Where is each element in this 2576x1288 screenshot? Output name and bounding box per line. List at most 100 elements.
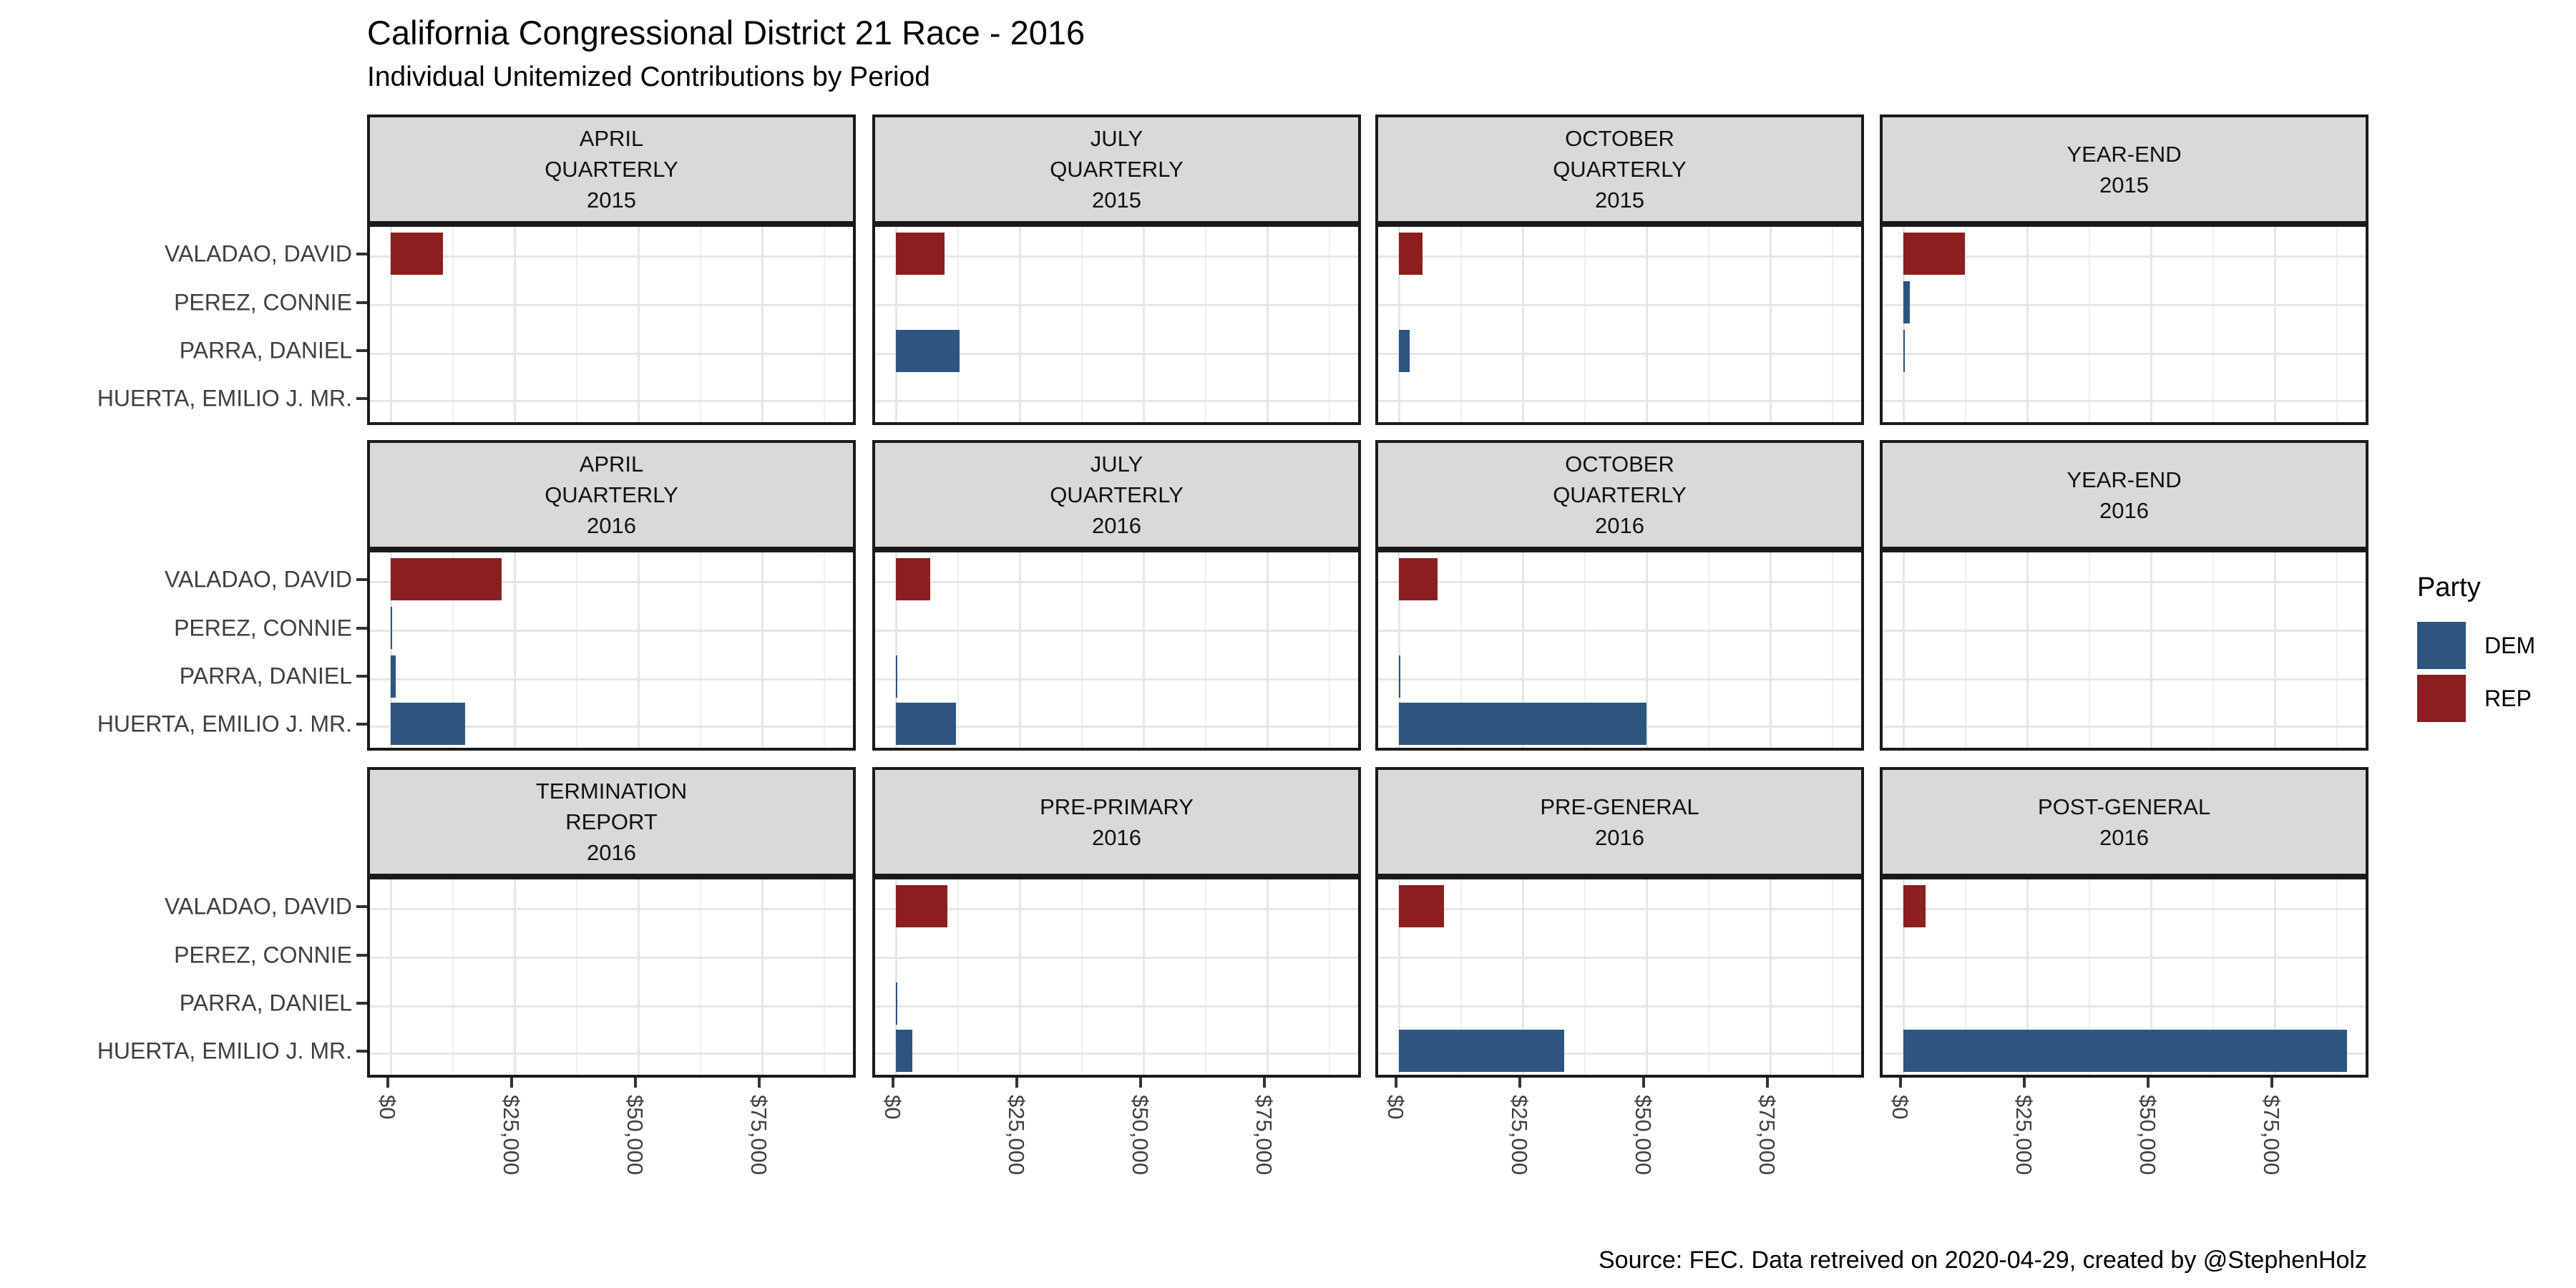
bar-parra bbox=[1903, 329, 1906, 372]
gridline-major-x bbox=[1769, 879, 1772, 1075]
gridline-major-x bbox=[2026, 552, 2029, 748]
gridline-major-x bbox=[637, 227, 640, 422]
bar-valadao bbox=[1903, 233, 1965, 275]
facet-panel bbox=[1880, 550, 2368, 751]
facet-panel bbox=[1880, 877, 2368, 1078]
y-axis-label: PEREZ, CONNIE bbox=[174, 942, 352, 968]
y-axis-label: PEREZ, CONNIE bbox=[174, 615, 352, 641]
x-axis-label: $0 bbox=[1888, 1095, 1913, 1120]
gridline-minor-x bbox=[2336, 552, 2338, 748]
gridline-minor-x bbox=[1584, 879, 1586, 1075]
gridline-major-x bbox=[894, 879, 897, 1075]
legend: Party DEM REP bbox=[2417, 572, 2535, 728]
gridline-major-x bbox=[513, 879, 516, 1075]
x-axis-tick bbox=[2147, 1078, 2150, 1088]
gridline-minor-x bbox=[823, 227, 825, 422]
facet-panel bbox=[1375, 877, 1864, 1078]
gridline-minor-x bbox=[699, 227, 701, 422]
gridline-minor-x bbox=[823, 552, 825, 748]
gridline-major-x bbox=[2026, 879, 2029, 1075]
x-axis-tick bbox=[758, 1078, 761, 1088]
gridline-y bbox=[875, 304, 1358, 307]
bar-valadao bbox=[896, 233, 945, 275]
y-axis-tick bbox=[356, 349, 367, 353]
y-axis-label: PARRA, DANIEL bbox=[179, 337, 352, 364]
gridline-y bbox=[875, 630, 1358, 633]
bar-valadao bbox=[391, 558, 502, 601]
x-axis-tick bbox=[510, 1078, 513, 1088]
gridline-minor-x bbox=[1080, 879, 1083, 1075]
facet-panel bbox=[872, 550, 1361, 751]
x-axis-label: $0 bbox=[375, 1095, 400, 1120]
gridline-minor-x bbox=[2088, 879, 2090, 1075]
gridline-major-x bbox=[1266, 227, 1269, 422]
bar-valadao bbox=[1399, 558, 1438, 601]
facet-panel bbox=[367, 224, 856, 425]
gridline-y bbox=[370, 678, 853, 680]
legend-label-dem: DEM bbox=[2484, 632, 2536, 658]
y-axis-tick bbox=[356, 953, 367, 957]
x-axis-label: $0 bbox=[1383, 1095, 1408, 1120]
gridline-y bbox=[1378, 678, 1861, 680]
bar-parra bbox=[1399, 329, 1410, 372]
x-axis-tick bbox=[634, 1078, 637, 1088]
gridline-minor-x bbox=[1964, 552, 1966, 748]
facet-panel bbox=[367, 550, 856, 751]
y-axis-label: VALADAO, DAVID bbox=[165, 240, 352, 267]
gridline-major-x bbox=[1902, 552, 1905, 748]
facet-panel bbox=[367, 877, 856, 1078]
bar-perez bbox=[391, 607, 392, 650]
facet-panel bbox=[872, 224, 1361, 425]
gridline-major-x bbox=[761, 879, 763, 1075]
gridline-major-x bbox=[894, 552, 897, 748]
gridline-minor-x bbox=[957, 227, 959, 422]
y-axis-tick bbox=[356, 396, 367, 400]
x-axis-tick bbox=[1139, 1078, 1142, 1088]
gridline-minor-x bbox=[823, 879, 825, 1075]
y-axis-tick bbox=[356, 577, 367, 581]
y-axis-label: HUERTA, EMILIO J. MR. bbox=[97, 711, 352, 737]
gridline-y bbox=[1883, 957, 2366, 960]
bar-valadao bbox=[1903, 885, 1926, 928]
gridline-minor-x bbox=[1707, 227, 1709, 422]
rep-color-swatch bbox=[2417, 675, 2466, 722]
gridline-y bbox=[370, 400, 853, 403]
gridline-y bbox=[370, 630, 853, 633]
bar-valadao bbox=[896, 885, 947, 928]
gridline-minor-x bbox=[1460, 552, 1462, 748]
x-axis-label: $75,000 bbox=[1252, 1095, 1277, 1176]
y-axis-tick bbox=[356, 252, 367, 255]
gridline-minor-x bbox=[1964, 227, 1966, 422]
gridline-y bbox=[370, 726, 853, 728]
gridline-y bbox=[1883, 678, 2366, 680]
gridline-major-x bbox=[389, 552, 392, 748]
bar-huerta bbox=[896, 703, 956, 746]
x-axis-label: $50,000 bbox=[1631, 1095, 1656, 1176]
gridline-major-x bbox=[1645, 552, 1648, 748]
y-axis-label: HUERTA, EMILIO J. MR. bbox=[97, 385, 352, 411]
bar-parra bbox=[896, 982, 897, 1025]
gridline-minor-x bbox=[2212, 552, 2214, 748]
gridline-minor-x bbox=[957, 879, 959, 1075]
x-axis-label: $75,000 bbox=[1755, 1095, 1780, 1176]
gridline-minor-x bbox=[452, 227, 454, 422]
bar-huerta bbox=[1903, 1030, 2348, 1073]
y-axis-tick bbox=[356, 904, 367, 908]
facet-strip: APRIL QUARTERLY 2016 bbox=[367, 440, 856, 550]
facet-strip: OCTOBER QUARTERLY 2016 bbox=[1375, 440, 1864, 550]
y-axis-tick bbox=[356, 1049, 367, 1053]
gridline-y bbox=[370, 957, 853, 960]
gridline-minor-x bbox=[2336, 227, 2338, 422]
gridline-y bbox=[1378, 400, 1861, 403]
gridline-minor-x bbox=[2088, 552, 2090, 748]
facet-strip: PRE-GENERAL 2016 bbox=[1375, 767, 1864, 877]
gridline-minor-x bbox=[1707, 552, 1709, 748]
dem-color-swatch bbox=[2417, 622, 2466, 669]
bar-huerta bbox=[1399, 1030, 1565, 1073]
gridline-minor-x bbox=[2212, 227, 2214, 422]
gridline-y bbox=[370, 908, 853, 911]
gridline-major-x bbox=[1645, 879, 1648, 1075]
gridline-minor-x bbox=[1080, 227, 1083, 422]
gridline-minor-x bbox=[1460, 879, 1462, 1075]
page-title: California Congressional District 21 Rac… bbox=[367, 14, 1085, 52]
